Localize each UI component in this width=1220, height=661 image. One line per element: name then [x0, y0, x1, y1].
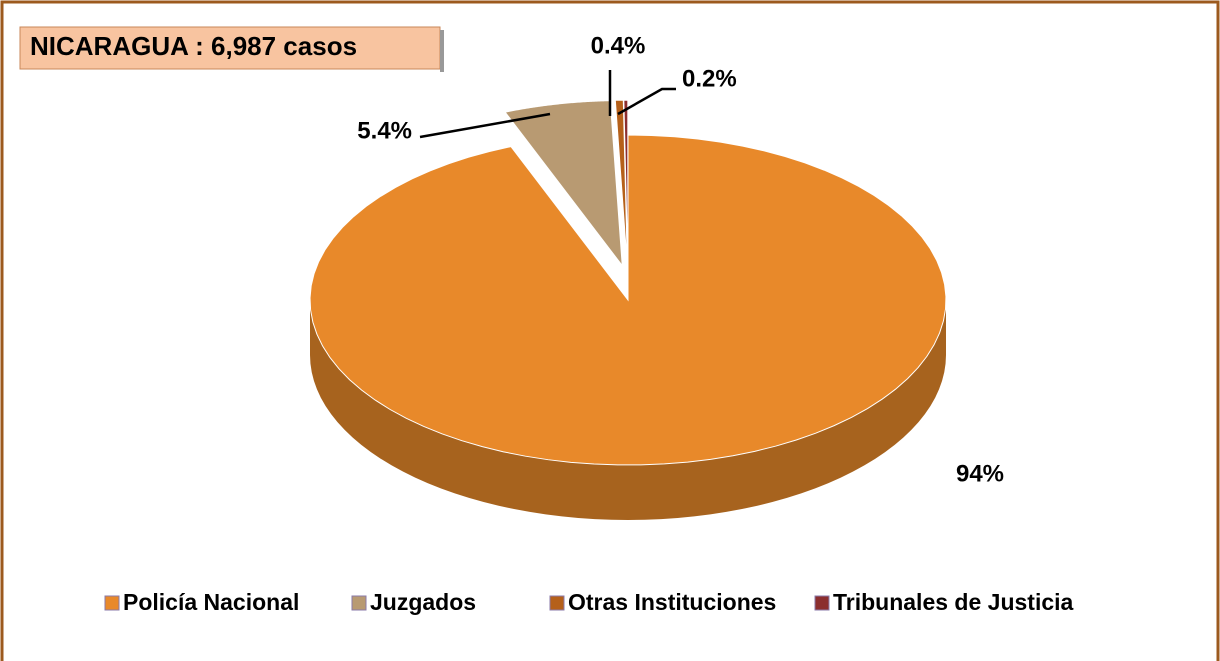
labels: 94% 5.4% 0.4% 0.2% [357, 32, 1004, 487]
leader-line [617, 87, 676, 116]
slice [504, 100, 623, 268]
data-label: 94% [956, 460, 1004, 487]
legend-label: Juzgados [370, 589, 476, 615]
chart-title: NICARAGUA : 6,987 casos [30, 31, 357, 61]
data-label: 0.2% [682, 65, 737, 92]
slice [623, 99, 629, 266]
slice-side [310, 300, 946, 520]
data-label: 0.4% [591, 32, 646, 59]
legend-swatch [104, 595, 120, 611]
legend-label: Policía Nacional [123, 589, 299, 615]
slice [309, 134, 947, 466]
legend-label: Otras Instituciones [568, 589, 776, 615]
legend-swatch [549, 595, 565, 611]
slice [614, 99, 628, 266]
legend-label: Tribunales de Justicia [833, 589, 1074, 615]
pie [309, 99, 947, 520]
legend: Policía Nacional Juzgados Otras Institucio… [104, 589, 1074, 615]
data-label: 5.4% [357, 117, 412, 144]
title-shadow [440, 30, 444, 72]
legend-swatch [351, 595, 367, 611]
title-box [19, 26, 441, 70]
leader-line [419, 112, 551, 139]
legend-swatch [814, 595, 830, 611]
